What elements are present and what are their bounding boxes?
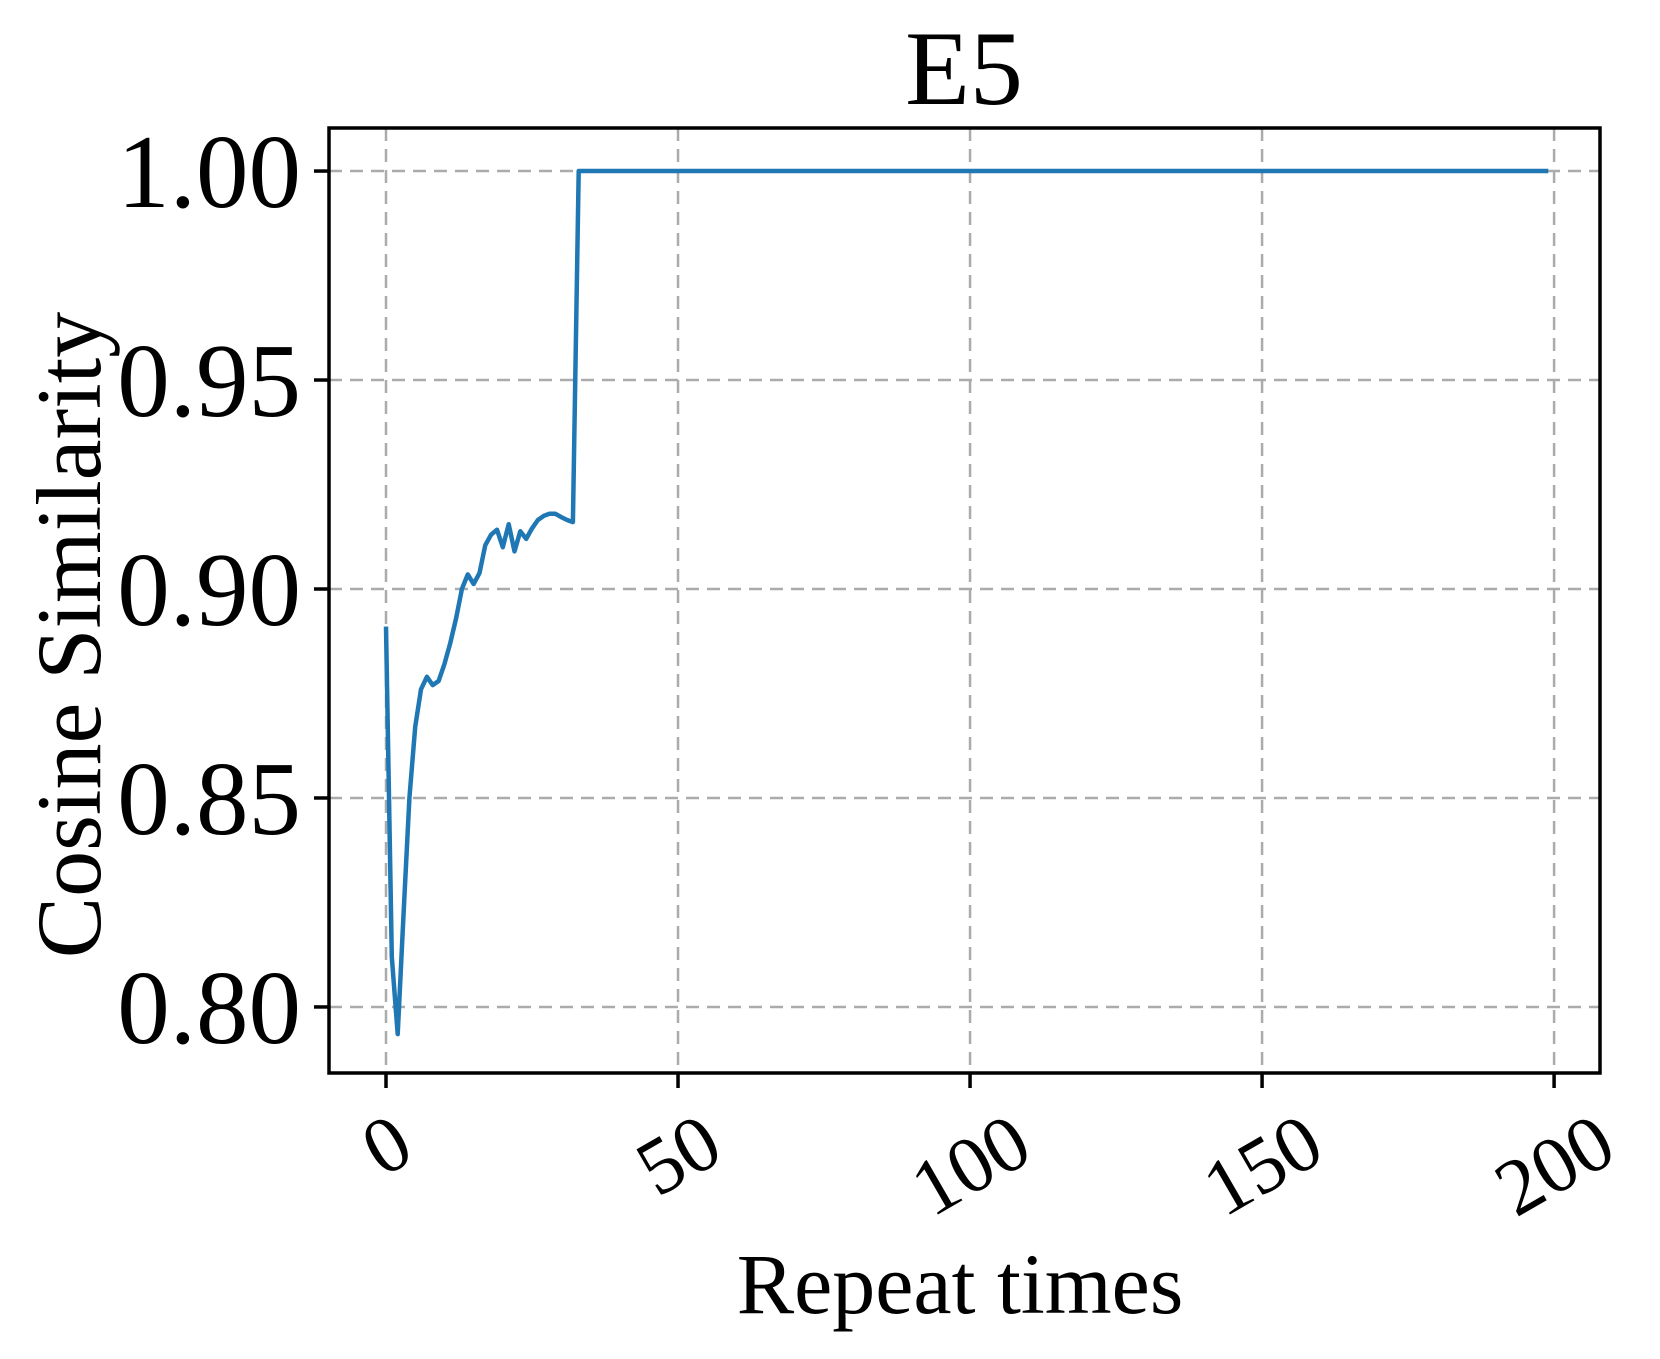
x-tick-label-200: 200 bbox=[1481, 1097, 1629, 1233]
y-tick-label-0.90: 0.90 bbox=[117, 531, 301, 648]
chart-title: E5 bbox=[905, 10, 1023, 127]
y-tick-label-0.95: 0.95 bbox=[117, 322, 301, 439]
y-tick-label-0.80: 0.80 bbox=[117, 949, 301, 1066]
y-tick-label-0.85: 0.85 bbox=[117, 740, 301, 857]
grid-layer bbox=[329, 128, 1600, 1073]
plot-border bbox=[327, 126, 1602, 1075]
cosine-similarity-line bbox=[383, 168, 1549, 1037]
y-tick-label-1.00: 1.00 bbox=[117, 113, 301, 230]
tick-label-layer: 0.80 0.85 0.90 0.95 1.00 0 50 100 150 200 bbox=[117, 113, 1629, 1234]
x-tick-label-100: 100 bbox=[897, 1097, 1045, 1233]
axes-layer bbox=[314, 126, 1602, 1088]
x-tick-label-150: 150 bbox=[1189, 1097, 1337, 1233]
x-axis-label: Repeat times bbox=[737, 1236, 1184, 1332]
x-tick-label-0: 0 bbox=[347, 1097, 426, 1193]
series-layer bbox=[383, 168, 1549, 1037]
x-tick-label-50: 50 bbox=[622, 1097, 735, 1213]
y-axis-label: Cosine Similarity bbox=[18, 312, 120, 959]
